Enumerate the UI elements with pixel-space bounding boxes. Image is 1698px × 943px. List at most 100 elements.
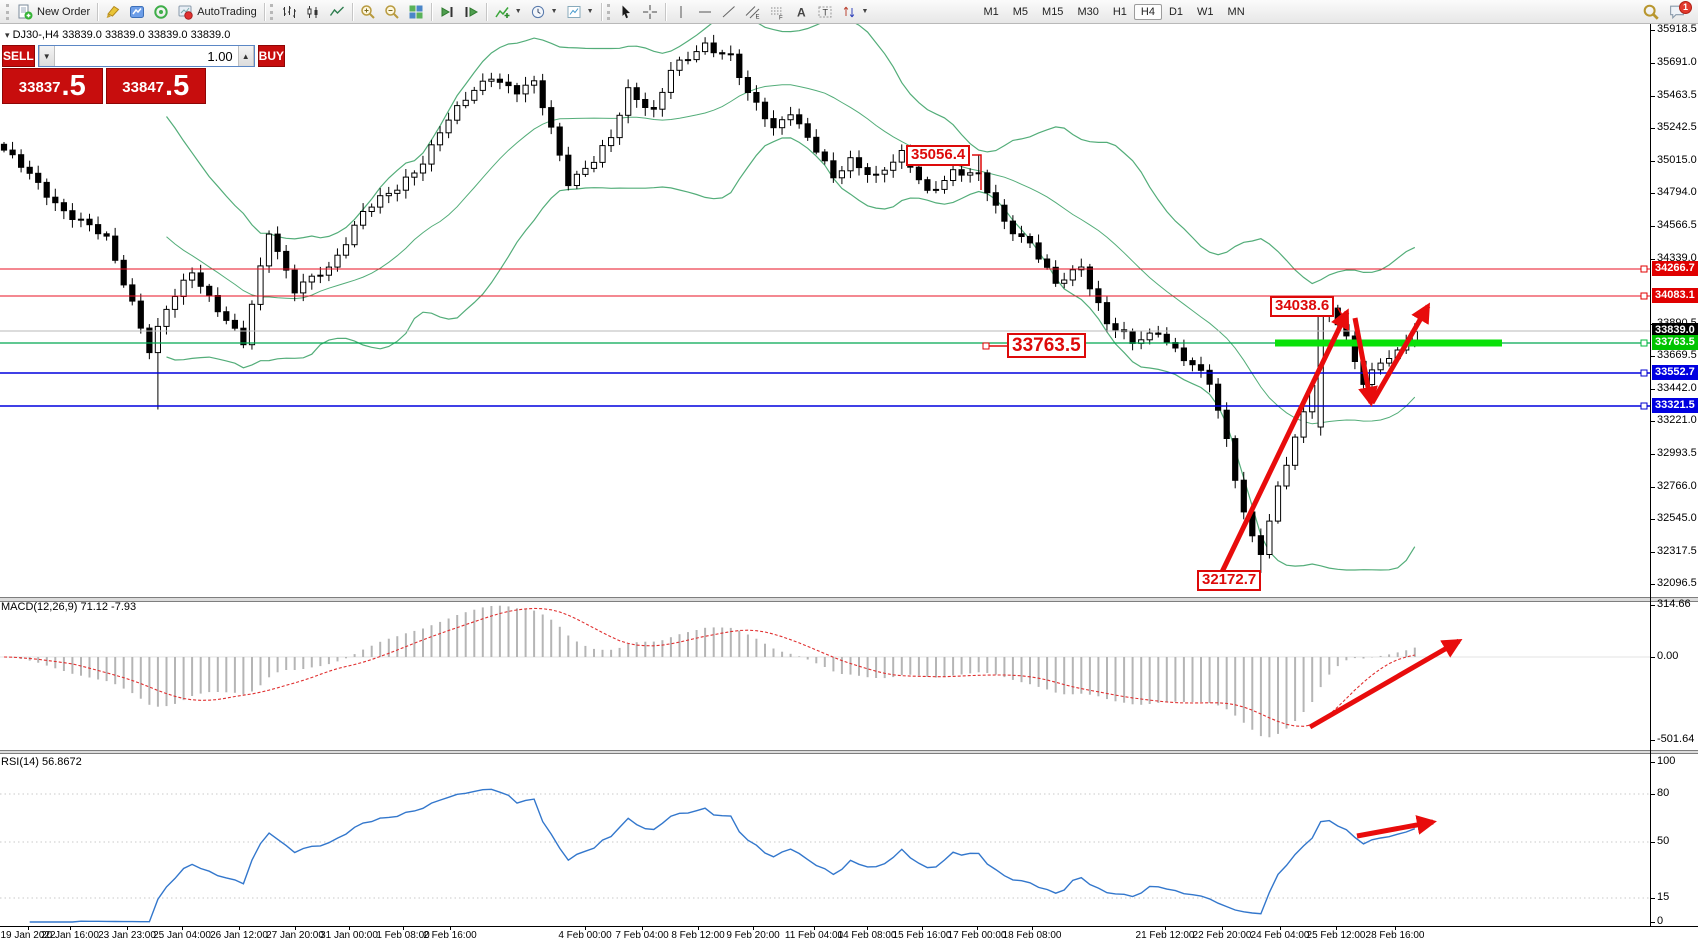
time-axis-label: 23 Jan 23:00 — [98, 930, 156, 941]
main-chart-pane[interactable] — [0, 24, 1650, 597]
cursor-tool-button[interactable] — [614, 3, 638, 21]
candle-body — [171, 296, 179, 310]
candle-body — [197, 272, 204, 287]
price-axis-label: 33221.0 — [1657, 414, 1697, 426]
volume-increase-button[interactable]: ▲ — [237, 46, 254, 66]
buy-price-frac: .5 — [165, 70, 190, 102]
pane-separator[interactable] — [0, 750, 1698, 754]
time-tick — [70, 927, 71, 930]
search-icon[interactable] — [1642, 3, 1660, 21]
time-axis-label: 19 Jan 2022 — [0, 930, 56, 941]
timeframe-mn[interactable]: MN — [1227, 5, 1245, 18]
volume-input[interactable] — [54, 46, 238, 66]
sell-button[interactable]: SELL — [2, 45, 35, 67]
notifications-button[interactable]: 1 — [1668, 0, 1692, 21]
equidistant-channel-tool[interactable]: E — [741, 3, 765, 21]
trendline-tool[interactable] — [717, 3, 741, 21]
candle-body — [650, 107, 657, 110]
arrows-tool[interactable]: ▼ — [837, 3, 873, 21]
price-annotation[interactable]: 32172.7 — [1197, 570, 1262, 591]
crosshair-tool-button[interactable] — [638, 3, 662, 21]
candle-body — [95, 224, 102, 235]
toolbar-drag-handle — [606, 3, 610, 20]
time-axis-label: 11 Feb 04:00 — [784, 930, 844, 941]
candle-body — [608, 137, 615, 147]
price-annotation[interactable]: 33763.5 — [1007, 333, 1086, 359]
auto-scroll-button[interactable] — [435, 3, 459, 21]
autotrading-button[interactable]: AutoTrading — [173, 3, 261, 21]
text-label-tool[interactable]: T — [813, 3, 837, 21]
time-tick — [239, 927, 240, 930]
styles-button[interactable] — [101, 3, 125, 21]
timeframe-h4[interactable]: H4 — [1133, 3, 1162, 20]
sell-price-display[interactable]: 33837 .5 — [2, 68, 103, 104]
object-handle[interactable] — [1640, 369, 1648, 377]
text-tool[interactable]: A — [789, 3, 813, 21]
candle-body — [667, 69, 674, 93]
timeframe-w1[interactable]: W1 — [1197, 5, 1214, 18]
periods-button[interactable]: ▼ — [526, 3, 562, 21]
price-annotation[interactable]: 34038.6 — [1270, 296, 1335, 317]
text-label-icon: T — [818, 6, 832, 17]
trend-arrow[interactable] — [1219, 308, 1350, 574]
object-handle[interactable] — [1640, 402, 1648, 410]
chart-shift-button[interactable] — [459, 3, 483, 21]
pane-separator[interactable] — [0, 597, 1698, 602]
rsi-pane[interactable] — [0, 754, 1650, 926]
candle-body — [582, 167, 589, 175]
indicators-icon — [495, 6, 510, 18]
candle-body — [0, 143, 8, 151]
thick-green-level-line[interactable] — [1275, 339, 1502, 347]
time-axis-label: 8 Feb 12:00 — [671, 930, 725, 941]
candle-body — [351, 224, 358, 246]
zoom-out-button[interactable] — [380, 3, 404, 21]
buy-button[interactable]: BUY — [257, 45, 286, 67]
candle-body — [214, 295, 221, 313]
rsi-axis-label: 50 — [1657, 835, 1670, 847]
object-handle[interactable] — [1640, 292, 1648, 300]
time-tick — [1395, 927, 1396, 930]
signals-button[interactable] — [149, 3, 173, 21]
timeframe-m1[interactable]: M1 — [983, 5, 999, 18]
candle-body — [1129, 331, 1136, 344]
price-badge: 34083.1 — [1652, 288, 1698, 303]
bar-chart-button[interactable] — [277, 3, 301, 21]
indicators-button[interactable]: ▼ — [490, 3, 526, 21]
timeframe-h1[interactable]: H1 — [1112, 5, 1127, 18]
candle-body — [967, 172, 974, 176]
candlestick-chart-button[interactable] — [301, 3, 325, 21]
macd-pane[interactable] — [0, 602, 1650, 750]
object-handle[interactable] — [982, 342, 990, 350]
new-order-button[interactable]: New Order — [13, 3, 94, 21]
object-handle[interactable] — [1640, 339, 1648, 347]
candle-body — [18, 154, 25, 168]
metaeditor-button[interactable] — [125, 3, 149, 21]
object-handle[interactable] — [1640, 265, 1648, 273]
zoom-in-button[interactable] — [356, 3, 380, 21]
templates-button[interactable]: ▼ — [562, 3, 598, 21]
candle-body — [308, 275, 315, 283]
line-chart-button[interactable] — [325, 3, 349, 21]
time-tick — [1336, 927, 1337, 930]
candle-body — [915, 166, 922, 181]
trend-arrow[interactable] — [1369, 302, 1431, 405]
buy-price-display[interactable]: 33847 .5 — [105, 68, 206, 104]
trend-arrow[interactable] — [1352, 317, 1378, 407]
price-annotation[interactable]: 35056.4 — [906, 145, 971, 166]
candle-body — [898, 150, 905, 163]
tile-windows-button[interactable] — [404, 3, 428, 21]
timeframe-m30[interactable]: M30 — [1077, 5, 1099, 18]
vertical-line-tool[interactable] — [669, 3, 693, 21]
candle-body — [633, 87, 640, 100]
volume-decrease-button[interactable]: ▼ — [38, 46, 55, 66]
trend-arrow[interactable] — [1308, 638, 1463, 730]
candle-body — [1368, 369, 1376, 385]
trend-arrow[interactable] — [1356, 815, 1437, 839]
timeframe-d1[interactable]: D1 — [1168, 5, 1184, 18]
time-tick — [182, 927, 183, 930]
svg-text:F: F — [779, 15, 783, 20]
timeframe-m5[interactable]: M5 — [1012, 5, 1029, 18]
timeframe-m15[interactable]: M15 — [1042, 5, 1064, 18]
horizontal-line-tool[interactable] — [693, 3, 717, 21]
fibonacci-tool[interactable]: F — [765, 3, 789, 21]
